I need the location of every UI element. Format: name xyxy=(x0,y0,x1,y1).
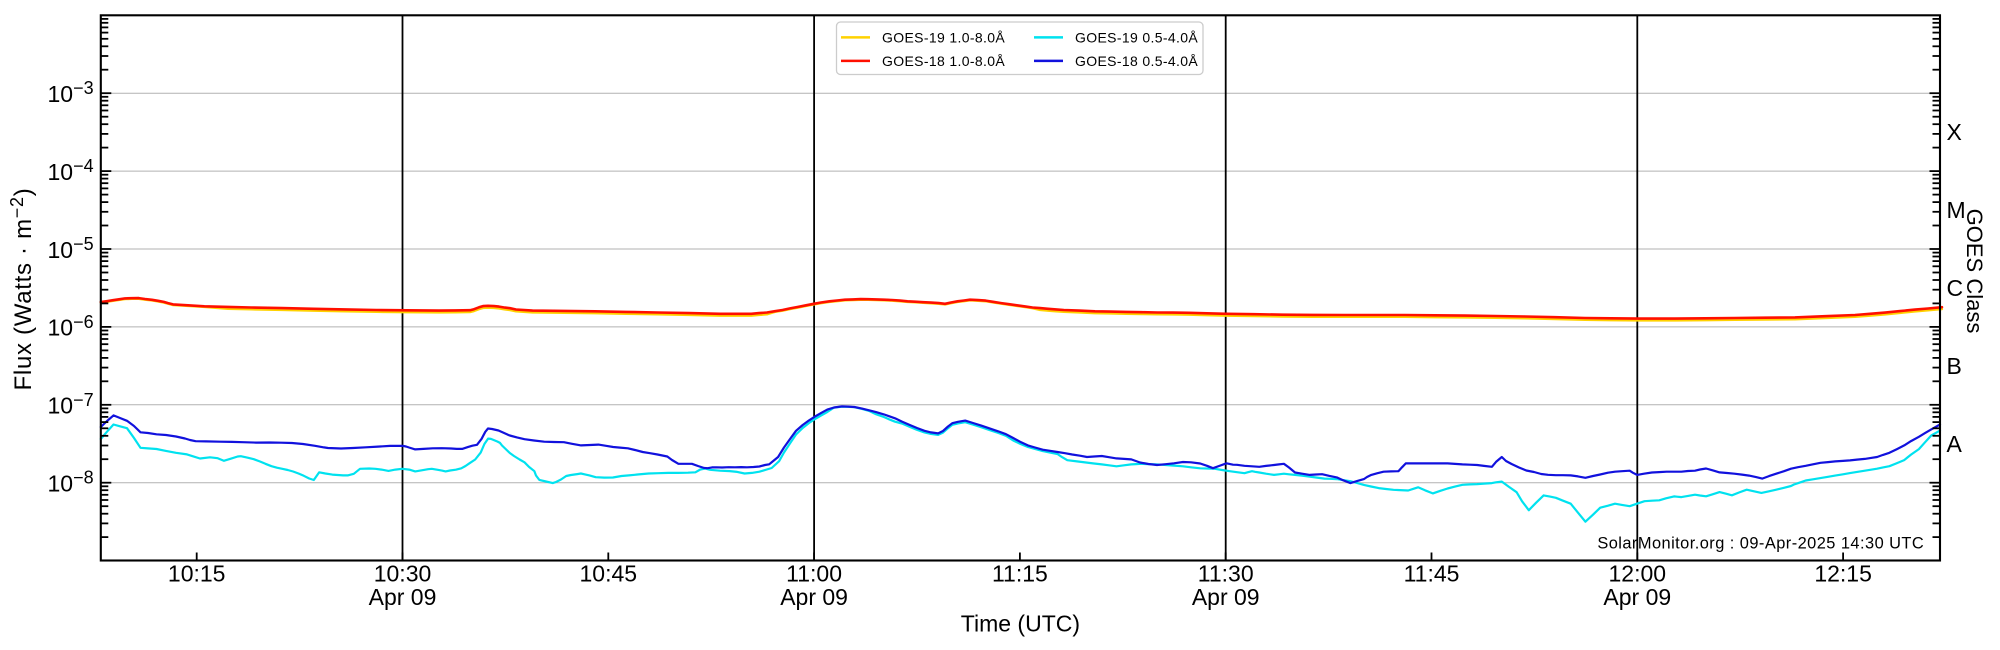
svg-text:Apr 09: Apr 09 xyxy=(369,584,437,610)
svg-text:Apr 09: Apr 09 xyxy=(780,584,848,610)
svg-text:C: C xyxy=(1947,275,1964,301)
svg-text:11:45: 11:45 xyxy=(1404,561,1460,587)
svg-text:11:30: 11:30 xyxy=(1198,561,1254,587)
svg-text:A: A xyxy=(1947,431,1963,457)
svg-text:12:00: 12:00 xyxy=(1609,561,1667,587)
svg-text:Flux (Watts · m−2): Flux (Watts · m−2) xyxy=(7,188,37,391)
svg-text:Apr 09: Apr 09 xyxy=(1192,584,1260,610)
svg-text:GOES-18 0.5-4.0Å: GOES-18 0.5-4.0Å xyxy=(1075,53,1198,69)
svg-text:10:30: 10:30 xyxy=(374,561,432,587)
svg-text:M: M xyxy=(1947,197,1966,223)
svg-text:Time (UTC): Time (UTC) xyxy=(961,610,1080,636)
svg-text:10−4: 10−4 xyxy=(48,156,94,185)
svg-text:10:45: 10:45 xyxy=(580,561,638,587)
svg-text:X: X xyxy=(1947,119,1962,145)
svg-text:11:00: 11:00 xyxy=(786,561,842,587)
svg-text:GOES-18 1.0-8.0Å: GOES-18 1.0-8.0Å xyxy=(882,53,1005,69)
svg-text:GOES-19 1.0-8.0Å: GOES-19 1.0-8.0Å xyxy=(882,29,1005,45)
svg-text:11:15: 11:15 xyxy=(992,561,1048,587)
svg-text:12:15: 12:15 xyxy=(1814,561,1872,587)
svg-text:Apr 09: Apr 09 xyxy=(1603,584,1671,610)
svg-text:GOES-19 0.5-4.0Å: GOES-19 0.5-4.0Å xyxy=(1075,29,1198,45)
svg-text:B: B xyxy=(1947,353,1962,379)
svg-text:SolarMonitor.org : 09-Apr-2025: SolarMonitor.org : 09-Apr-2025 14:30 UTC xyxy=(1597,534,1924,552)
svg-text:10−6: 10−6 xyxy=(48,312,94,341)
svg-text:10:15: 10:15 xyxy=(168,561,226,587)
svg-text:GOES Class: GOES Class xyxy=(1962,209,1987,334)
